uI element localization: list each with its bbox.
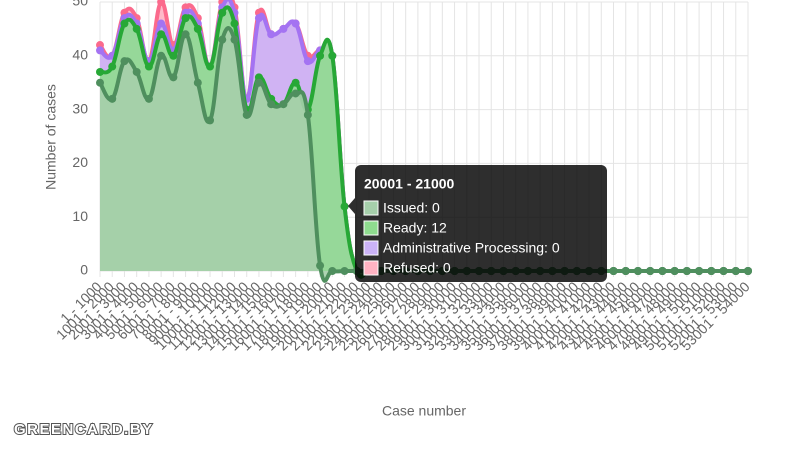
y-tick-label: 40 <box>72 47 88 63</box>
point <box>120 19 129 28</box>
watermark: GREENCARD.BY <box>14 421 154 438</box>
tooltip-swatch <box>363 200 379 216</box>
x-axis-label: Case number <box>382 403 466 419</box>
point <box>316 261 325 270</box>
point <box>144 62 153 71</box>
point <box>254 14 263 23</box>
point <box>646 267 655 275</box>
tooltip: 20001 - 21000 Issued: 0 Ready: 12 Administ… <box>348 165 607 282</box>
point <box>132 24 141 33</box>
point <box>267 30 276 39</box>
point <box>181 14 190 23</box>
point <box>303 57 312 66</box>
point <box>254 78 263 87</box>
point <box>279 100 288 109</box>
point <box>744 267 752 275</box>
tooltip-swatch <box>363 240 379 256</box>
point <box>206 116 215 125</box>
point <box>218 8 227 17</box>
point <box>157 19 166 28</box>
point <box>108 62 117 71</box>
point <box>157 30 166 39</box>
point <box>316 51 325 60</box>
y-tick-label: 30 <box>72 100 88 116</box>
y-tick-label: 50 <box>72 0 88 9</box>
point <box>132 67 141 76</box>
point <box>267 100 276 109</box>
point <box>707 267 716 275</box>
point <box>291 19 300 28</box>
tooltip-caret <box>348 198 355 214</box>
point <box>120 57 129 66</box>
point <box>242 110 251 119</box>
y-tick-label: 10 <box>72 208 88 224</box>
point <box>328 267 337 275</box>
point <box>291 78 300 87</box>
point <box>193 78 202 87</box>
point <box>144 94 153 103</box>
point <box>96 46 104 55</box>
tooltip-item: Administrative Processing: 0 <box>383 240 560 256</box>
point <box>96 67 104 76</box>
point <box>682 267 691 275</box>
point <box>108 94 117 103</box>
point <box>695 267 704 275</box>
point <box>658 267 667 275</box>
point <box>291 89 300 98</box>
point <box>181 30 190 39</box>
tooltip-item: Refused: 0 <box>383 260 451 276</box>
point <box>157 51 166 60</box>
point <box>303 110 312 119</box>
point <box>328 51 337 60</box>
tooltip-item: Issued: 0 <box>383 200 440 216</box>
point <box>279 24 288 33</box>
point <box>157 0 166 6</box>
area <box>100 27 748 281</box>
point <box>206 62 215 71</box>
point <box>340 202 349 211</box>
y-axis-label: Number of cases <box>43 84 59 190</box>
tooltip-item: Ready: 12 <box>383 220 447 236</box>
y-tick-label: 0 <box>80 262 88 278</box>
point <box>230 35 239 44</box>
point <box>96 78 104 87</box>
point <box>169 73 178 82</box>
point <box>621 267 630 275</box>
point <box>340 267 349 275</box>
point <box>169 51 178 60</box>
tooltip-swatch <box>363 220 379 236</box>
tooltip-swatch <box>363 260 379 276</box>
tooltip-box <box>355 165 607 282</box>
point <box>230 19 239 28</box>
point <box>633 267 642 275</box>
point <box>609 267 618 275</box>
point <box>193 24 202 33</box>
tooltip-title: 20001 - 21000 <box>364 176 455 192</box>
point <box>719 267 728 275</box>
y-tick-label: 20 <box>72 154 88 170</box>
point <box>218 35 227 44</box>
point <box>731 267 740 275</box>
point <box>670 267 679 275</box>
